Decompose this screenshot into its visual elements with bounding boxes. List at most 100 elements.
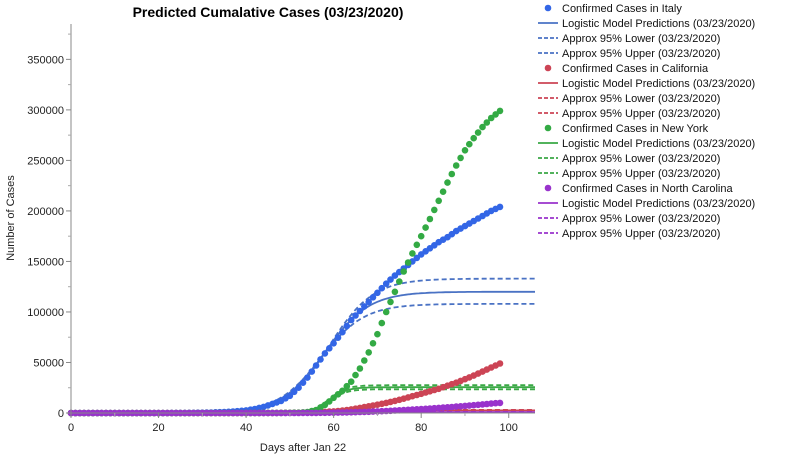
data-point-new-york [470, 134, 478, 142]
legend-marker-dot [544, 4, 552, 12]
data-point-italy [299, 379, 307, 387]
y-tick-label: 100000 [27, 307, 64, 319]
data-point-new-york [347, 378, 355, 386]
data-point-new-york [369, 340, 377, 347]
legend-label: Logistic Model Predictions (03/23/2020) [562, 78, 755, 90]
data-point-new-york [334, 391, 342, 398]
data-point-new-york [487, 114, 495, 122]
legend-label: Confirmed Cases in New York [562, 123, 709, 135]
data-point-new-york [404, 259, 412, 266]
data-point-new-york [466, 140, 473, 148]
data-point-north-carolina [496, 399, 504, 407]
data-point-italy [387, 276, 394, 283]
legend-marker-dot [544, 124, 552, 132]
x-tick-label: 0 [68, 422, 74, 434]
data-point-new-york [378, 319, 386, 327]
data-point-italy [378, 284, 386, 292]
data-point-new-york [496, 107, 504, 115]
legend-label: Approx 95% Lower (03/23/2020) [562, 153, 720, 165]
data-point-italy [304, 374, 311, 381]
data-point-italy [374, 289, 381, 297]
data-point-new-york [409, 250, 416, 257]
y-tick-label: 250000 [27, 155, 64, 167]
x-axis-label: Days after Jan 22 [260, 442, 346, 454]
legend-label: Approx 95% Upper (03/23/2020) [562, 168, 720, 180]
data-point-new-york [361, 357, 368, 364]
legend-label: Confirmed Cases in North Carolina [562, 183, 733, 195]
data-point-italy [352, 312, 359, 319]
y-tick-label: 150000 [27, 256, 64, 268]
data-point-italy [334, 334, 342, 342]
y-tick-label: 0 [58, 408, 64, 420]
data-point-new-york [483, 119, 491, 126]
data-point-italy [365, 298, 373, 306]
legend-label: Confirmed Cases in California [562, 63, 709, 75]
data-point-california [496, 360, 504, 367]
data-point-new-york [431, 206, 438, 214]
data-point-new-york [382, 308, 390, 316]
y-tick-label: 200000 [27, 206, 64, 218]
legend-label: Logistic Model Predictions (03/23/2020) [562, 138, 755, 150]
x-tick-label: 40 [240, 422, 252, 434]
x-tick-label: 60 [328, 422, 340, 434]
data-point-new-york [444, 179, 451, 186]
y-tick-label: 350000 [27, 54, 64, 66]
data-point-new-york [330, 394, 337, 402]
y-tick-label: 50000 [33, 357, 64, 369]
legend-label: Approx 95% Lower (03/23/2020) [562, 93, 720, 105]
data-point-italy [339, 328, 346, 336]
data-point-new-york [321, 401, 329, 409]
data-point-italy [330, 340, 337, 347]
data-point-new-york [435, 197, 443, 205]
data-point-italy [382, 280, 390, 288]
data-point-italy [295, 384, 302, 392]
data-point-new-york [365, 349, 373, 356]
data-point-italy [356, 307, 364, 315]
data-point-italy [343, 322, 351, 330]
data-point-new-york [352, 371, 359, 379]
data-point-italy [321, 350, 329, 357]
data-point-new-york [400, 268, 408, 275]
legend-marker-dot [544, 64, 552, 72]
data-point-italy [290, 388, 298, 396]
legend-label: Approx 95% Upper (03/23/2020) [562, 48, 720, 60]
data-point-italy [347, 316, 355, 324]
data-point-italy [317, 356, 324, 363]
data-point-new-york [396, 278, 403, 285]
data-point-italy [308, 368, 316, 375]
axes-layer: 0 50000 100000 150000 200000 250000 300000 3500… [27, 24, 535, 434]
data-point-italy [391, 272, 399, 279]
legend-label: Approx 95% Lower (03/23/2020) [562, 213, 720, 225]
data-point-italy [312, 362, 320, 369]
data-point-italy [326, 345, 333, 352]
y-tick-label: 300000 [27, 105, 64, 117]
data-point-new-york [479, 123, 486, 131]
legend-label: Confirmed Cases in Italy [562, 3, 682, 15]
data-point-italy [496, 203, 504, 211]
legend-label: Approx 95% Upper (03/23/2020) [562, 228, 720, 240]
plot-area [71, 24, 535, 413]
x-tick-label: 20 [152, 422, 164, 434]
data-point-new-york [448, 170, 456, 178]
data-point-new-york [387, 298, 394, 306]
data-point-new-york [426, 215, 434, 223]
data-point-new-york [474, 129, 482, 136]
data-point-italy [361, 303, 368, 310]
data-point-new-york [391, 288, 399, 296]
legend-label: Logistic Model Predictions (03/23/2020) [562, 18, 755, 30]
series-layer [67, 107, 535, 417]
legend-marker-dot [544, 184, 552, 192]
legend-label: Approx 95% Upper (03/23/2020) [562, 108, 720, 120]
data-point-new-york [457, 154, 464, 162]
data-point-new-york [417, 232, 425, 240]
data-point-new-york [492, 111, 499, 118]
data-point-italy [369, 294, 377, 301]
x-tick-label: 100 [500, 422, 518, 434]
data-point-italy [413, 254, 421, 262]
data-point-new-york [461, 147, 469, 154]
legend-label: Logistic Model Predictions (03/23/2020) [562, 198, 755, 210]
chart-title: Predicted Cumalative Cases (03/23/2020) [133, 4, 404, 20]
x-tick-label: 80 [415, 422, 427, 434]
legend-label: Approx 95% Lower (03/23/2020) [562, 33, 720, 45]
